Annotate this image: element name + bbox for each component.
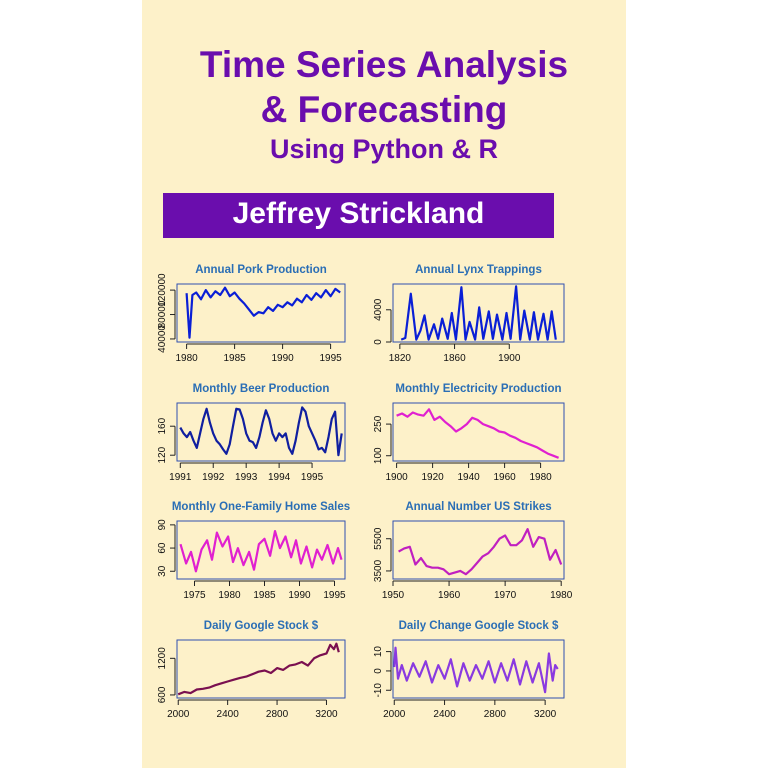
chart-6: Daily Google Stock $ 2000 2400 2800 3200 600 1… bbox=[157, 620, 346, 720]
series-line bbox=[177, 642, 340, 696]
title-line-3: Using Python & R bbox=[270, 134, 498, 164]
x-tick-label: 1993 bbox=[235, 472, 258, 483]
x-tick-label: 1975 bbox=[183, 590, 206, 601]
plot-frame bbox=[176, 520, 346, 580]
y-tick-label: 120 bbox=[157, 446, 168, 463]
x-tick-label: 3200 bbox=[534, 709, 557, 720]
series-line bbox=[393, 646, 559, 694]
x-tick-label: 2800 bbox=[266, 709, 289, 720]
x-tick-label: 2400 bbox=[433, 709, 456, 720]
y-tick-label: 1200 bbox=[157, 647, 168, 670]
x-tick-label: 1900 bbox=[385, 472, 408, 483]
series-line bbox=[398, 527, 563, 576]
x-tick-label: 1980 bbox=[218, 590, 241, 601]
chart-title: Monthly One-Family Home Sales bbox=[172, 501, 350, 513]
x-tick-label: 2400 bbox=[217, 709, 240, 720]
plot-frame bbox=[176, 639, 346, 699]
x-tick-label: 1860 bbox=[443, 353, 466, 364]
x-tick-label: 1985 bbox=[223, 353, 246, 364]
x-tick-label: 1940 bbox=[457, 472, 480, 483]
y-tick-label: 30 bbox=[157, 565, 168, 577]
y-tick-label: 4000 bbox=[373, 298, 384, 321]
x-tick-label: 1995 bbox=[323, 590, 346, 601]
chart-title: Annual Number US Strikes bbox=[405, 501, 551, 513]
y-tick-label: 90 bbox=[157, 519, 168, 531]
chart-title: Annual Pork Production bbox=[195, 264, 327, 276]
chart-1: Annual Lynx Trappings 1820 1860 1900 0 4000 bbox=[373, 264, 565, 364]
x-tick-label: 1990 bbox=[288, 590, 311, 601]
y-tick-label: 160 bbox=[157, 417, 168, 434]
plot-frame bbox=[176, 283, 346, 343]
x-tick-label: 1995 bbox=[301, 472, 324, 483]
x-tick-label: 2000 bbox=[167, 709, 190, 720]
y-tick-label: 60 bbox=[157, 542, 168, 554]
series-line bbox=[179, 529, 343, 573]
y-tick-label: -10 bbox=[373, 683, 384, 698]
series-line bbox=[400, 285, 557, 341]
chart-3: Monthly Electricity Production 1900 1920 19… bbox=[373, 383, 565, 483]
chart-7: Daily Change Google Stock $ 2000 2400 2800 3… bbox=[373, 620, 565, 720]
x-tick-label: 1960 bbox=[493, 472, 516, 483]
x-tick-label: 1980 bbox=[175, 353, 198, 364]
author-name: Jeffrey Strickland bbox=[232, 197, 485, 230]
y-tick-label: 250 bbox=[373, 415, 384, 432]
x-tick-label: 1992 bbox=[202, 472, 225, 483]
x-tick-label: 2800 bbox=[484, 709, 507, 720]
plot-frame bbox=[392, 402, 565, 462]
y-tick-label: 0 bbox=[373, 339, 384, 345]
x-tick-label: 1900 bbox=[498, 353, 521, 364]
y-tick-label: 40000 bbox=[157, 325, 168, 353]
y-tick-label: 120000 bbox=[157, 273, 168, 307]
y-tick-label: 10 bbox=[373, 646, 384, 658]
series-line bbox=[396, 408, 559, 459]
x-tick-label: 2000 bbox=[383, 709, 406, 720]
author-banner: Jeffrey Strickland bbox=[163, 193, 554, 238]
x-tick-label: 1820 bbox=[389, 353, 412, 364]
series-line bbox=[185, 286, 341, 339]
chart-4: Monthly One-Family Home Sales 1975 1980 198… bbox=[157, 501, 350, 601]
x-tick-label: 1920 bbox=[421, 472, 444, 483]
plot-frame bbox=[392, 283, 565, 343]
x-tick-label: 1970 bbox=[494, 590, 517, 601]
y-tick-label: 0 bbox=[373, 668, 384, 674]
y-tick-label: 3500 bbox=[373, 559, 384, 582]
plot-frame bbox=[392, 520, 565, 580]
x-tick-label: 3200 bbox=[315, 709, 338, 720]
chart-title: Annual Lynx Trappings bbox=[415, 264, 542, 276]
x-tick-label: 1995 bbox=[319, 353, 342, 364]
chart-title: Daily Change Google Stock $ bbox=[399, 620, 559, 632]
plot-frame bbox=[176, 402, 346, 462]
title-line-2: & Forecasting bbox=[260, 89, 508, 130]
chart-title: Monthly Electricity Production bbox=[395, 383, 561, 395]
x-tick-label: 1994 bbox=[268, 472, 291, 483]
chart-0: Annual Pork Production 1980 1985 1990 1995 40… bbox=[157, 264, 346, 364]
x-tick-label: 1991 bbox=[169, 472, 192, 483]
chart-5: Annual Number US Strikes 1950 1960 1970 1980… bbox=[373, 501, 573, 601]
plot-frame bbox=[392, 639, 565, 699]
y-tick-label: 80000 bbox=[157, 300, 168, 328]
x-tick-label: 1960 bbox=[438, 590, 461, 601]
series-line bbox=[179, 406, 343, 457]
y-tick-label: 5500 bbox=[373, 527, 384, 550]
y-tick-label: 600 bbox=[157, 686, 168, 703]
title-line-1: Time Series Analysis bbox=[199, 44, 569, 85]
x-tick-label: 1980 bbox=[529, 472, 552, 483]
chart-2: Monthly Beer Production 1991 1992 1993 1994 1… bbox=[157, 383, 346, 483]
x-tick-label: 1950 bbox=[382, 590, 405, 601]
x-tick-label: 1990 bbox=[271, 353, 294, 364]
chart-title: Monthly Beer Production bbox=[193, 383, 330, 395]
x-tick-label: 1980 bbox=[550, 590, 573, 601]
x-tick-label: 1985 bbox=[253, 590, 276, 601]
chart-title: Daily Google Stock $ bbox=[204, 620, 319, 632]
y-tick-label: 100 bbox=[373, 447, 384, 464]
